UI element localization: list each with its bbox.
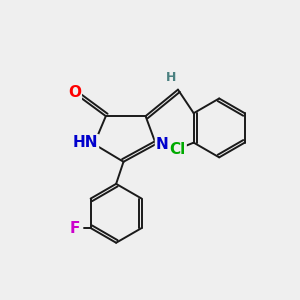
Text: F: F [69, 220, 80, 236]
Text: H: H [165, 71, 176, 84]
Text: HN: HN [73, 135, 98, 150]
Text: Cl: Cl [169, 142, 186, 158]
Text: O: O [68, 85, 81, 100]
Text: N: N [156, 136, 169, 152]
